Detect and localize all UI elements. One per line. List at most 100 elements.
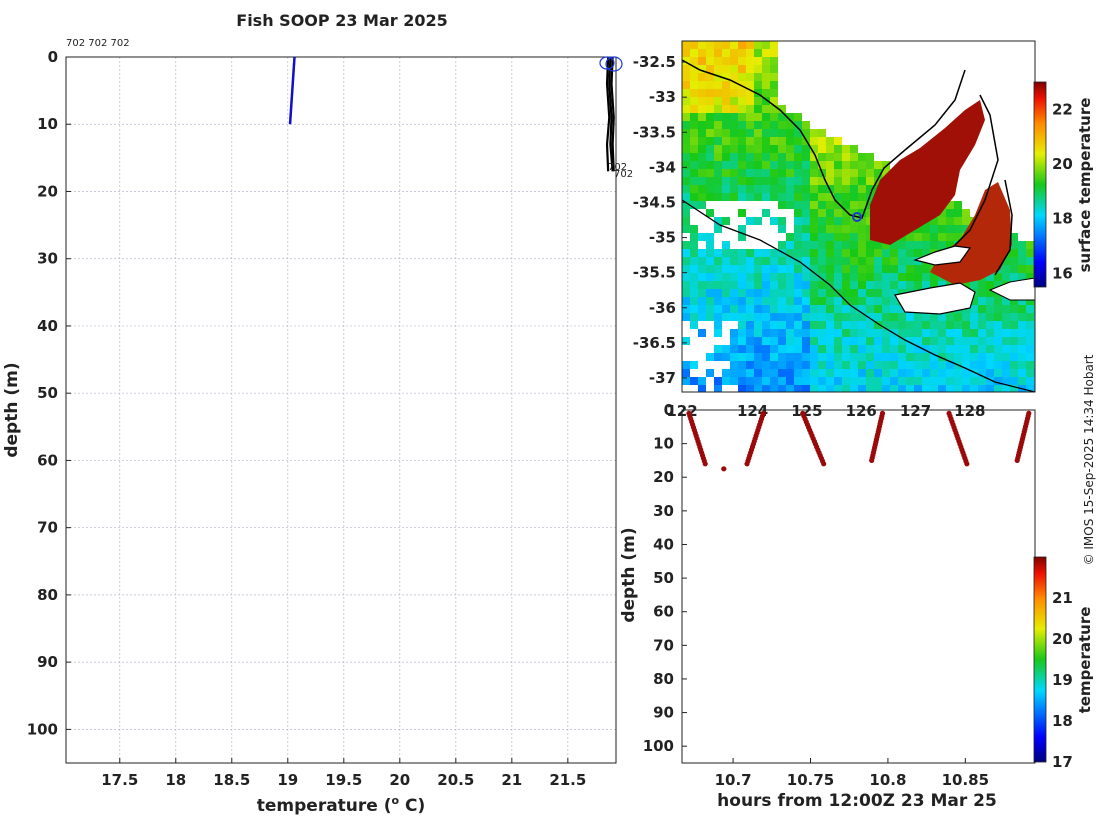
sst-cell [722,257,730,265]
sst-cell [786,345,794,353]
sst-cell [930,273,938,281]
sst-cell [946,217,954,225]
sst-cell [794,129,802,137]
sst-cell [946,385,954,392]
sst-cell [818,129,826,137]
sst-cell [738,385,746,392]
sst-cell [698,153,706,161]
sst-cell [906,369,914,377]
sst-cell [690,225,698,233]
sst-cell [794,337,802,345]
sst-cell [834,273,842,281]
map-colorbar-label: surface temperature [1076,98,1094,273]
sst-cell [778,201,786,209]
sst-cell [882,377,890,385]
sst-cell [778,169,786,177]
sst-cell [810,369,818,377]
timeseries-y-tick-label: 50 [653,569,674,587]
sst-cell [730,369,738,377]
sst-cell [690,201,698,209]
vessel-position-marker [852,212,862,222]
map-y-tick-label: -35 [649,229,676,247]
sst-cell [770,257,778,265]
sst-cell [850,305,858,313]
sst-cell [858,369,866,377]
sst-cell [762,273,770,281]
sst-cell [1010,241,1018,249]
sst-cell [722,345,730,353]
sst-cell [754,257,762,265]
sst-cell [722,249,730,257]
timeseries-y-tick-label: 20 [653,468,674,486]
map-x-tick-label: 126 [846,402,877,420]
sst-cell [762,57,770,65]
sst-cell [722,297,730,305]
sst-cell [698,73,706,81]
sst-cell [754,97,762,105]
sst-cell [714,57,722,65]
sst-cell [714,321,722,329]
sst-cell [698,201,706,209]
sst-cell [858,233,866,241]
sst-cell [778,153,786,161]
sst-cell [698,305,706,313]
sst-cell [882,273,890,281]
profile-axes-frame [65,56,617,764]
sst-cell [858,289,866,297]
sst-cell [754,73,762,81]
sst-cell [778,273,786,281]
profile-y-tick-label: 0 [48,48,58,66]
sst-cell [802,337,810,345]
sst-cell [714,153,722,161]
sst-cell [850,321,858,329]
sst-cell [730,297,738,305]
sst-cell [794,153,802,161]
sst-cell [978,281,986,289]
sst-cell [682,289,690,297]
sst-cell [986,313,994,321]
sst-cell [730,193,738,201]
sst-cell [1002,273,1010,281]
sst-cell [866,329,874,337]
sst-cell [930,225,938,233]
sst-cell [778,361,786,369]
sst-cell [882,321,890,329]
sst-cell [810,177,818,185]
sst-cell [754,377,762,385]
sst-cell [850,153,858,161]
sst-cell [970,345,978,353]
sst-cell [730,185,738,193]
sst-cell [930,321,938,329]
sst-cell [810,161,818,169]
sst-cell [690,161,698,169]
sst-cell [754,329,762,337]
sst-cell [754,321,762,329]
sst-cell [850,297,858,305]
profile-x-tick-label: 17.5 [101,771,138,789]
profile-x-axis-label-text: temperature ( [257,796,392,816]
sst-cell [770,193,778,201]
sst-cell [842,249,850,257]
sst-cell [778,113,786,121]
sst-cell [786,233,794,241]
timeseries-colorbar-tick-label: 17 [1052,753,1073,771]
sst-cell [970,369,978,377]
sst-cell [730,169,738,177]
sst-cell [986,369,994,377]
sst-cell [810,193,818,201]
sst-cell [770,73,778,81]
sst-cell [842,161,850,169]
sst-cell [906,281,914,289]
sst-cell [682,81,690,89]
sst-cell [770,321,778,329]
sst-cell [746,257,754,265]
sst-cell [842,225,850,233]
sst-cell [922,337,930,345]
sst-cell [682,73,690,81]
sst-cell [818,361,826,369]
sst-cell [794,313,802,321]
sst-cell [866,345,874,353]
sst-cell [842,177,850,185]
sst-cell [938,337,946,345]
sst-cell [762,161,770,169]
